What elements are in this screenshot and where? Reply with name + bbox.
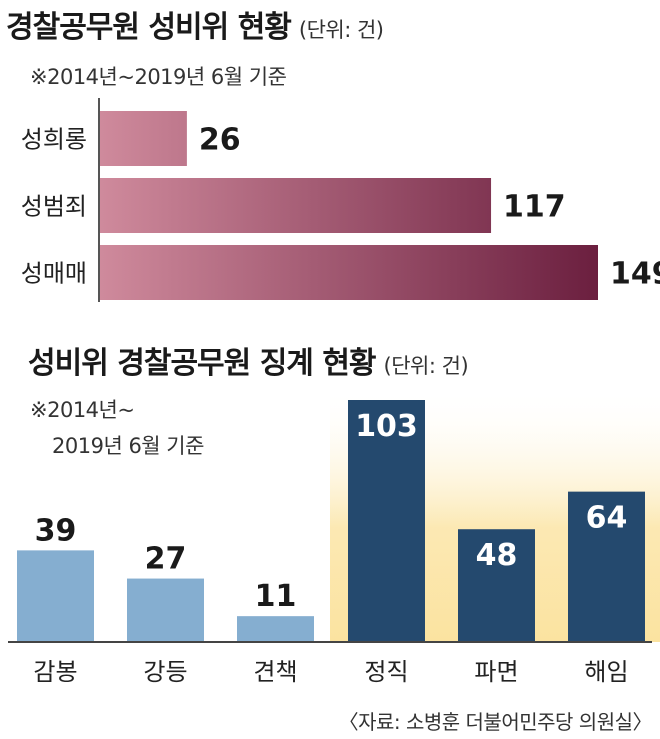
source-note: 〈자료: 소병훈 더불어민주당 의원실〉 (338, 710, 653, 734)
chart2-title: 성비위 경찰공무원 징계 현황 (단위: 건) (28, 338, 469, 382)
chart2-title-text: 성비위 경찰공무원 징계 현황 (28, 346, 377, 381)
vbar-value-label: 103 (355, 409, 418, 444)
chart1-note: ※2014년~2019년 6월 기준 (30, 65, 287, 89)
hbar-value-label: 26 (199, 123, 241, 158)
chart2-note-line2: 2019년 6월 기준 (52, 434, 204, 458)
vbar-3 (348, 400, 425, 642)
vbar-value-label: 39 (35, 513, 77, 548)
hbar-2 (100, 245, 598, 300)
vbar-value-label: 64 (586, 501, 628, 536)
hbar-value-label: 149 (610, 257, 660, 292)
vbar-category-label: 견책 (253, 658, 297, 686)
vbar-5 (568, 491, 645, 642)
vbar-1 (127, 578, 204, 642)
chart1-title-text: 경찰공무원 성비위 현황 (6, 10, 292, 45)
vbar-4 (458, 529, 535, 642)
vbar-category-label: 해임 (584, 658, 628, 686)
hbar-category-label: 성희롱 (21, 126, 87, 154)
chart2-note-line1: ※2014년~ (30, 398, 135, 422)
vbar-2 (237, 616, 314, 642)
vbar-category-label: 파면 (474, 658, 518, 686)
vbar-category-label: 정직 (364, 658, 408, 686)
chart1-title: 경찰공무원 성비위 현황 (단위: 건) (6, 2, 384, 46)
vbar-category-label: 감봉 (33, 658, 77, 686)
vbar-category-label: 강등 (143, 658, 187, 686)
chart2-unit: (단위: 건) (383, 354, 469, 378)
vbar-value-label: 11 (255, 579, 297, 614)
vbar-value-label: 27 (145, 542, 187, 577)
vbar-value-label: 48 (476, 538, 518, 573)
hbar-value-label: 117 (503, 190, 566, 225)
vbar-0 (17, 550, 94, 642)
hbar-category-label: 성범죄 (21, 193, 87, 221)
hbar-0 (100, 111, 187, 166)
chart1-unit: (단위: 건) (298, 18, 384, 42)
hbar-category-label: 성매매 (21, 260, 87, 288)
hbar-1 (100, 178, 492, 233)
